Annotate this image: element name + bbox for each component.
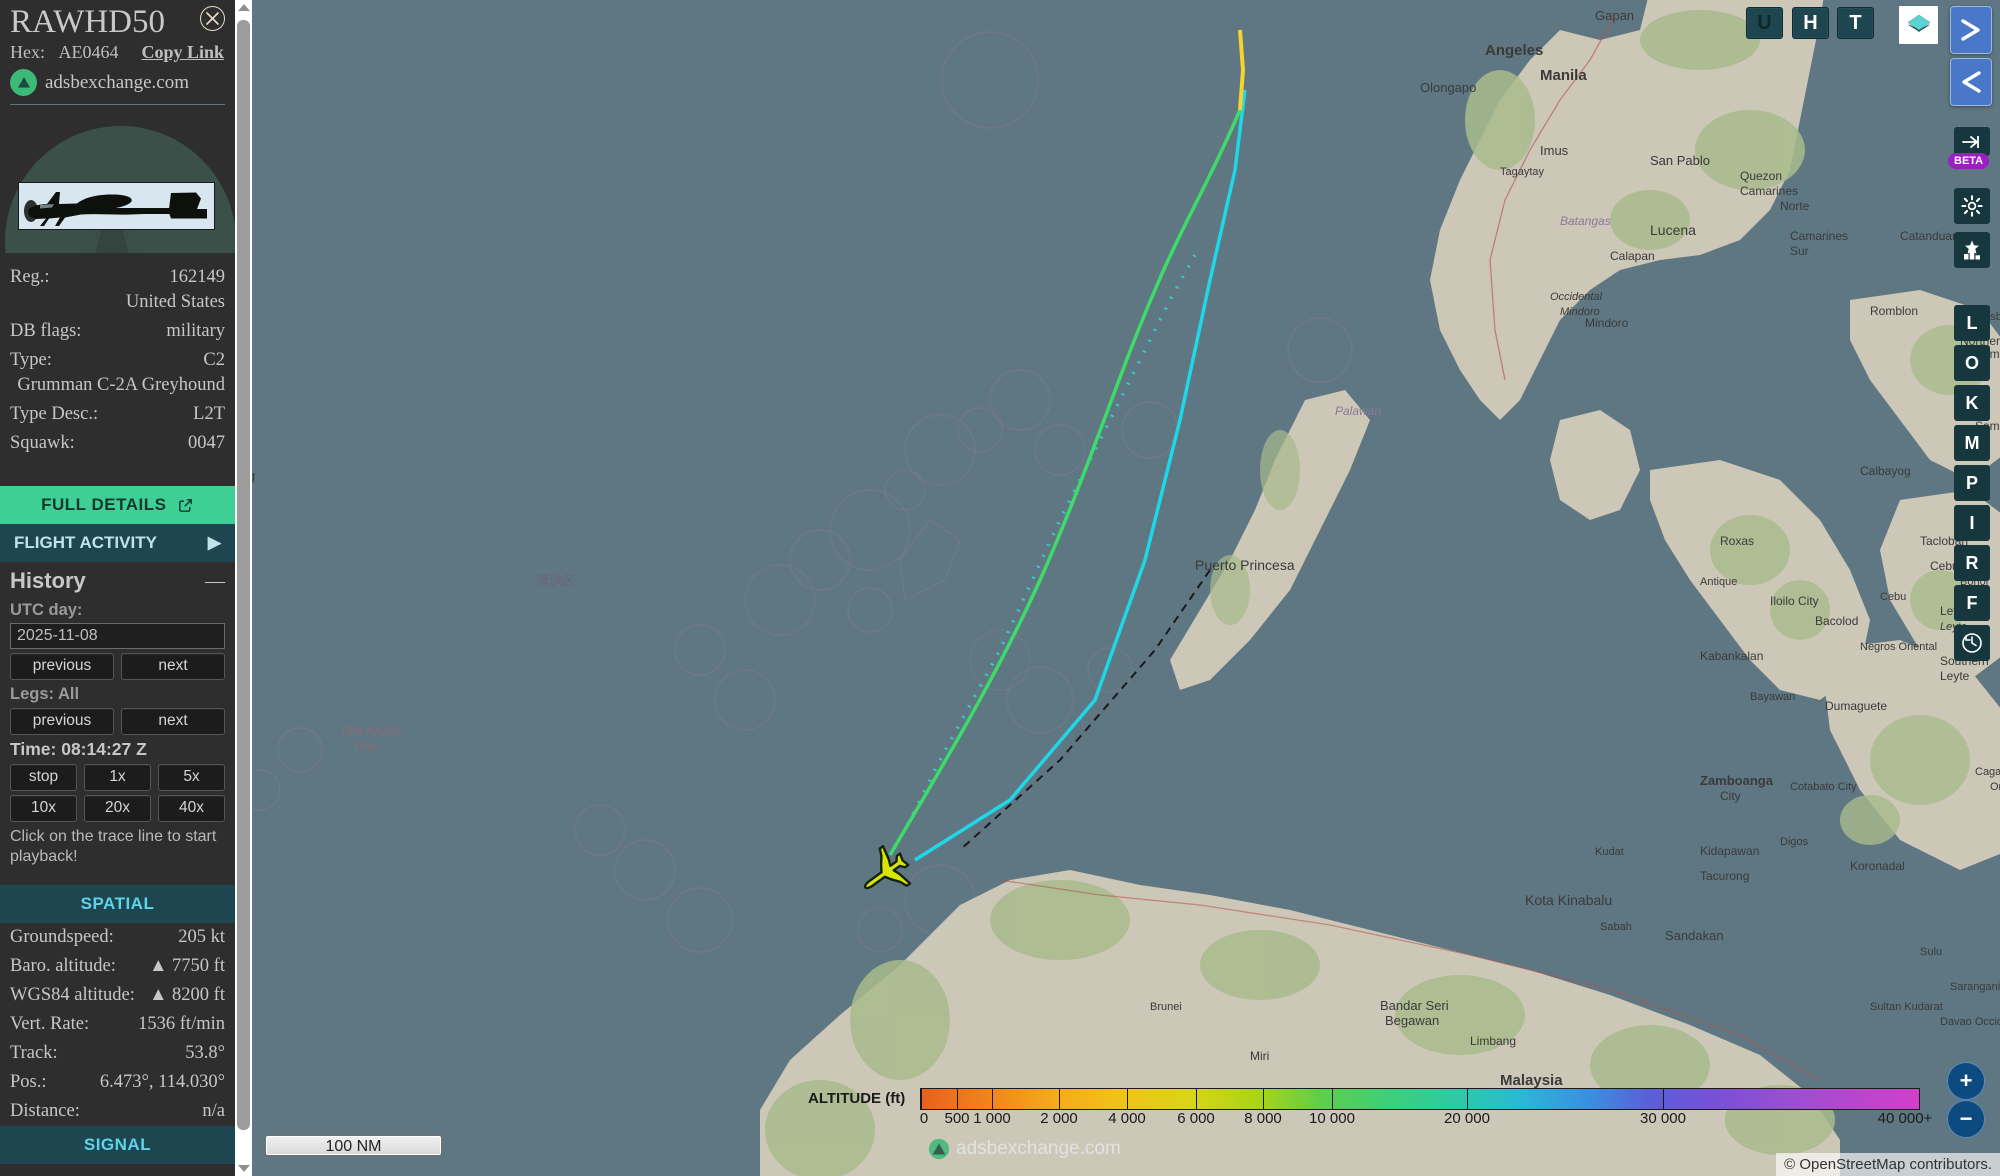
svg-text:Quezon: Quezon bbox=[1740, 169, 1782, 183]
svg-text:Cagayan de: Cagayan de bbox=[1975, 766, 2000, 778]
svg-text:Calapan: Calapan bbox=[1610, 249, 1655, 263]
svg-text:Leyte: Leyte bbox=[1940, 621, 1967, 633]
svg-text:Sur: Sur bbox=[1790, 244, 1809, 258]
svg-text:Malaysia: Malaysia bbox=[1500, 1072, 1563, 1089]
svg-text:Imus: Imus bbox=[1540, 143, 1569, 158]
svg-text:Miri: Miri bbox=[1250, 1049, 1269, 1063]
svg-text:Tỉnh Khánh: Tỉnh Khánh bbox=[340, 724, 402, 738]
svg-text:南沙区: 南沙区 bbox=[535, 573, 576, 588]
svg-text:Davao Occide: Davao Occide bbox=[1940, 1016, 2000, 1028]
svg-text:Negros Oriental: Negros Oriental bbox=[1860, 641, 1937, 653]
svg-text:Zamboanga: Zamboanga bbox=[1700, 773, 1774, 788]
svg-text:Southern: Southern bbox=[1940, 654, 1989, 668]
svg-text:Gapan: Gapan bbox=[1595, 8, 1634, 23]
svg-text:Palawan: Palawan bbox=[1335, 404, 1381, 418]
svg-text:Brunei: Brunei bbox=[1150, 1001, 1182, 1013]
svg-text:Tawi-Tawi: Tawi-Tawi bbox=[1740, 1099, 1792, 1113]
svg-text:Cotabato City: Cotabato City bbox=[1790, 781, 1857, 793]
svg-text:Tagaytay: Tagaytay bbox=[1500, 166, 1545, 178]
svg-text:Limbang: Limbang bbox=[1470, 1034, 1516, 1048]
svg-text:Mindoro: Mindoro bbox=[1585, 316, 1629, 330]
svg-text:Bayawan: Bayawan bbox=[1750, 691, 1795, 703]
svg-text:Catanduanes: Catanduanes bbox=[1900, 229, 1971, 243]
svg-text:Cebu: Cebu bbox=[1880, 591, 1906, 603]
svg-text:Occidental: Occidental bbox=[1550, 291, 1603, 303]
svg-text:Koronadal: Koronadal bbox=[1850, 859, 1905, 873]
svg-text:Leyte: Leyte bbox=[1940, 669, 1970, 683]
svg-text:Samar: Samar bbox=[1975, 419, 2000, 433]
svg-text:Lucena: Lucena bbox=[1650, 222, 1696, 238]
svg-text:Iloilo City: Iloilo City bbox=[1770, 594, 1819, 608]
svg-text:Sarangani: Sarangani bbox=[1950, 981, 2000, 993]
svg-text:Bohol: Bohol bbox=[1960, 576, 1988, 588]
svg-text:Hòa: Hòa bbox=[355, 739, 377, 753]
svg-text:Calbayog: Calbayog bbox=[1860, 464, 1911, 478]
svg-text:Tacloban: Tacloban bbox=[1920, 534, 1968, 548]
svg-text:Masbate: Masbate bbox=[1975, 311, 2000, 323]
svg-text:Kabankalan: Kabankalan bbox=[1700, 649, 1763, 663]
svg-text:Northern: Northern bbox=[1960, 334, 2000, 348]
svg-text:Sandakan: Sandakan bbox=[1665, 928, 1724, 943]
svg-text:Norte: Norte bbox=[1780, 199, 1810, 213]
svg-text:Oro: Oro bbox=[1990, 781, 2000, 793]
svg-text:Kudat: Kudat bbox=[1595, 846, 1624, 858]
svg-text:Kidapawan: Kidapawan bbox=[1700, 844, 1759, 858]
svg-text:Manila: Manila bbox=[1540, 67, 1587, 84]
svg-text:Sulu: Sulu bbox=[1920, 946, 1942, 958]
svg-text:Olongapo: Olongapo bbox=[1420, 80, 1476, 95]
svg-text:Sabah: Sabah bbox=[1600, 921, 1632, 933]
svg-text:Leyte: Leyte bbox=[1940, 604, 1970, 618]
svg-text:Sultan Kudarat: Sultan Kudarat bbox=[1870, 1001, 1943, 1013]
svg-text:Cebu City: Cebu City bbox=[1930, 559, 1983, 573]
svg-text:Romblon: Romblon bbox=[1870, 304, 1918, 318]
svg-text:San Pablo: San Pablo bbox=[1650, 153, 1710, 168]
svg-text:Bacolod: Bacolod bbox=[1815, 614, 1858, 628]
svg-text:Bandar Seri: Bandar Seri bbox=[1380, 998, 1449, 1013]
svg-text:Begawan: Begawan bbox=[1385, 1013, 1439, 1028]
svg-text:Samar: Samar bbox=[1975, 347, 2000, 361]
svg-text:Camarines: Camarines bbox=[1740, 184, 1798, 198]
svg-text:Antique: Antique bbox=[1700, 576, 1737, 588]
svg-text:Digos: Digos bbox=[1780, 836, 1809, 848]
svg-text:Angeles: Angeles bbox=[1485, 42, 1543, 59]
svg-text:City: City bbox=[1720, 789, 1741, 803]
svg-text:Tacurong: Tacurong bbox=[1700, 869, 1749, 883]
svg-text:Camarines: Camarines bbox=[1790, 229, 1848, 243]
svg-text:Kota Kinabalu: Kota Kinabalu bbox=[1525, 892, 1612, 908]
svg-text:Dumaguete: Dumaguete bbox=[1825, 699, 1887, 713]
svg-text:Roxas: Roxas bbox=[1720, 534, 1754, 548]
svg-text:Batangas: Batangas bbox=[1560, 214, 1611, 228]
